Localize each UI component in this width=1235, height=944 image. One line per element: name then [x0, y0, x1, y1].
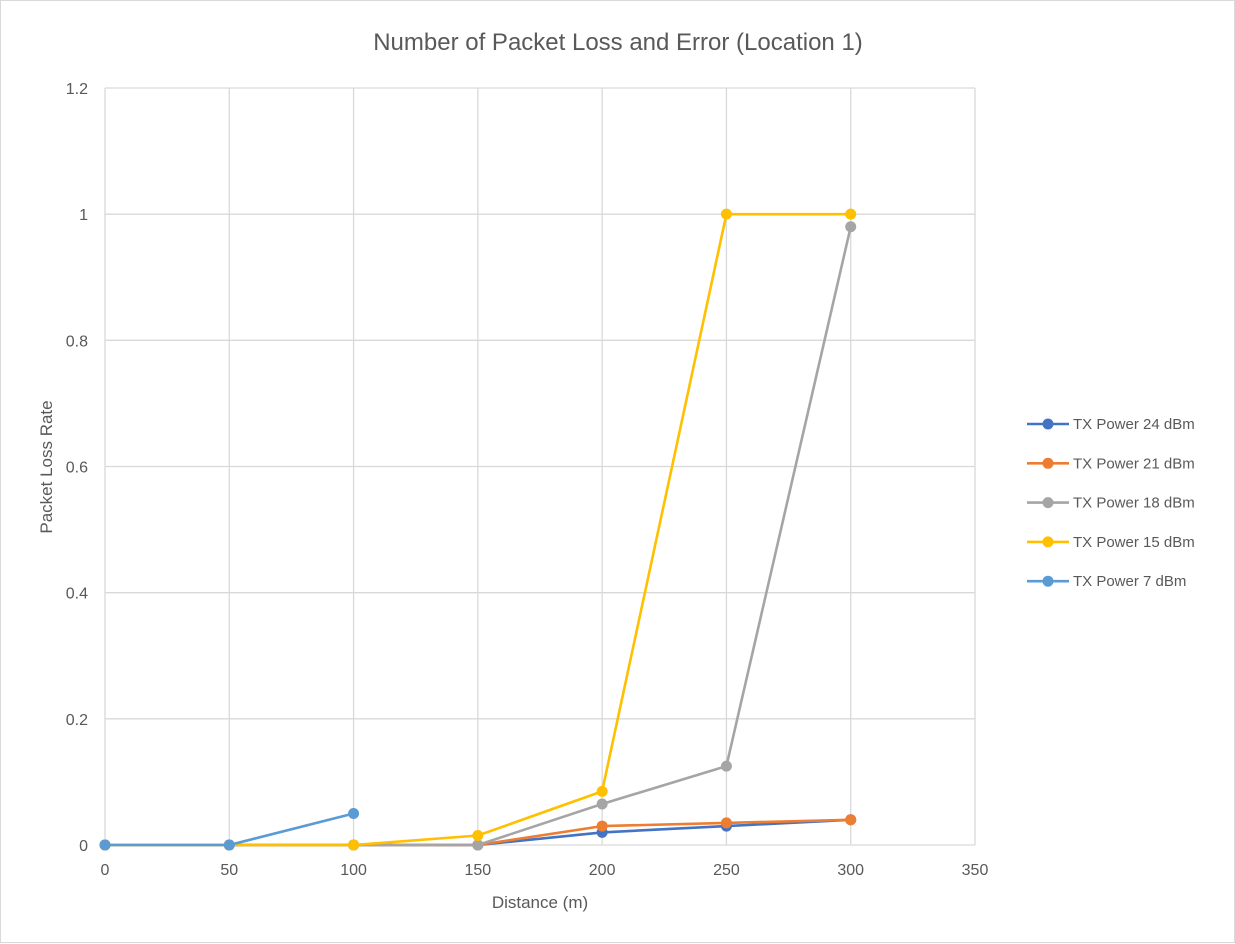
y-axis-title: Packet Loss Rate — [37, 400, 56, 533]
data-point — [845, 221, 857, 233]
data-point — [596, 785, 608, 797]
data-point — [99, 839, 111, 851]
legend-swatch-marker — [1042, 575, 1054, 587]
legend-entry: TX Power 7 dBm — [1027, 573, 1186, 590]
legend-label: TX Power 24 dBm — [1073, 416, 1195, 433]
x-tick-label: 250 — [713, 862, 740, 879]
series-layer — [99, 208, 857, 851]
data-point — [720, 208, 732, 220]
x-tick-label: 150 — [465, 862, 492, 879]
legend-entry: TX Power 24 dBm — [1027, 416, 1195, 433]
data-point — [348, 807, 360, 819]
legend-swatch-marker — [1042, 457, 1054, 469]
data-point — [596, 798, 608, 810]
data-point — [720, 817, 732, 829]
chart-title: Number of Packet Loss and Error (Locatio… — [373, 29, 863, 56]
tick-labels: 0 50 100 150 200 250 300 350 0 0.2 0.4 0.6 0.8 1 1.2 — [66, 81, 989, 879]
y-tick-label: 0.4 — [66, 586, 88, 603]
x-tick-label: 0 — [101, 862, 110, 879]
legend-label: TX Power 7 dBm — [1073, 573, 1186, 590]
legend-swatch-marker — [1042, 536, 1054, 548]
legend-entry: TX Power 18 dBm — [1027, 495, 1195, 512]
y-tick-label: 1 — [79, 207, 88, 224]
data-point — [472, 839, 484, 851]
legend-swatch-marker — [1042, 418, 1054, 430]
data-point — [223, 839, 235, 851]
legend: TX Power 24 dBm TX Power 21 dBm TX Power 1… — [1027, 416, 1195, 590]
y-tick-label: 0.2 — [66, 712, 88, 729]
legend-label: TX Power 21 dBm — [1073, 455, 1195, 472]
x-axis-title: Distance (m) — [492, 893, 588, 912]
x-tick-label: 100 — [340, 862, 367, 879]
data-point — [845, 814, 857, 826]
y-tick-label: 0 — [79, 838, 88, 855]
legend-label: TX Power 15 dBm — [1073, 534, 1195, 551]
y-tick-label: 0.6 — [66, 460, 88, 477]
legend-entry: TX Power 21 dBm — [1027, 455, 1195, 472]
data-point — [348, 839, 360, 851]
x-tick-label: 200 — [589, 862, 616, 879]
legend-entry: TX Power 15 dBm — [1027, 534, 1195, 551]
y-tick-label: 0.8 — [66, 333, 88, 350]
data-point — [472, 830, 484, 842]
x-tick-label: 50 — [220, 862, 238, 879]
y-tick-label: 1.2 — [66, 81, 88, 98]
data-point — [720, 760, 732, 772]
x-tick-label: 300 — [837, 862, 864, 879]
x-tick-label: 350 — [962, 862, 989, 879]
legend-swatch-marker — [1042, 497, 1054, 509]
legend-label: TX Power 18 dBm — [1073, 495, 1195, 512]
data-point — [845, 208, 857, 220]
gridlines — [104, 87, 976, 846]
series-4 — [99, 807, 360, 851]
data-point — [596, 820, 608, 832]
